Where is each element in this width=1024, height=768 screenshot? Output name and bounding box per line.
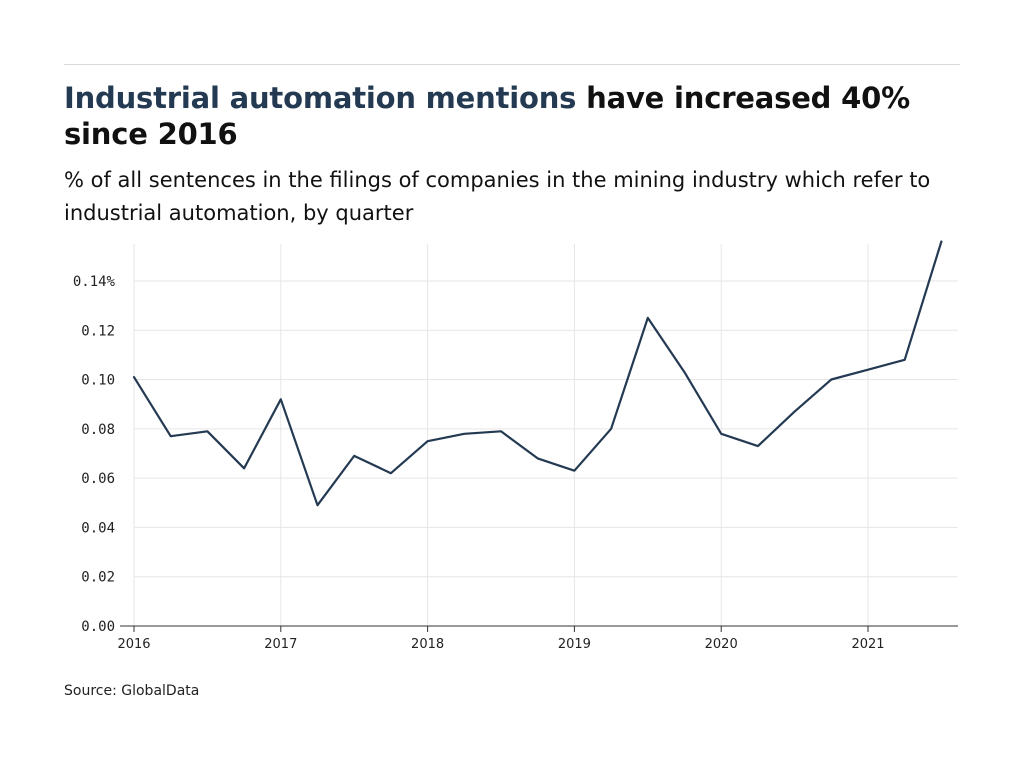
y-tick-label: 0.12	[81, 323, 115, 339]
gridlines	[133, 244, 958, 627]
y-tick-label: 0.04	[81, 520, 115, 536]
axes	[120, 625, 958, 632]
x-tick-label: 2020	[705, 637, 738, 652]
x-tick-label: 2016	[117, 637, 150, 652]
chart-subtitle: % of all sentences in the filings of com…	[64, 168, 931, 225]
x-tick-label: 2017	[264, 637, 297, 652]
x-tick-label: 2021	[851, 637, 884, 652]
series-line	[132, 240, 943, 507]
y-tick-label: 0.06	[81, 471, 115, 487]
y-tick-label: 0.00	[81, 619, 115, 635]
title-highlight: Industrial automation mentions	[64, 81, 577, 115]
series-layer	[132, 240, 943, 507]
chart-title: Industrial automation mentions have incr…	[64, 80, 964, 152]
x-tick-label: 2018	[411, 637, 444, 652]
x-tick-label: 2019	[558, 637, 591, 652]
y-tick-label: 0.10	[81, 373, 115, 389]
tick-labels: 2016 2017 2018 2019 2020 2021 0.00 0.02 0.04 0.06…	[73, 274, 885, 652]
source-note: Source: GlobalData	[64, 683, 200, 699]
title-rest: have increased 40% since 2016	[64, 81, 910, 151]
top-rule	[64, 64, 960, 65]
y-tick-label: 0.14%	[73, 274, 116, 290]
y-tick-label: 0.02	[81, 570, 115, 586]
y-tick-label: 0.08	[81, 422, 115, 438]
